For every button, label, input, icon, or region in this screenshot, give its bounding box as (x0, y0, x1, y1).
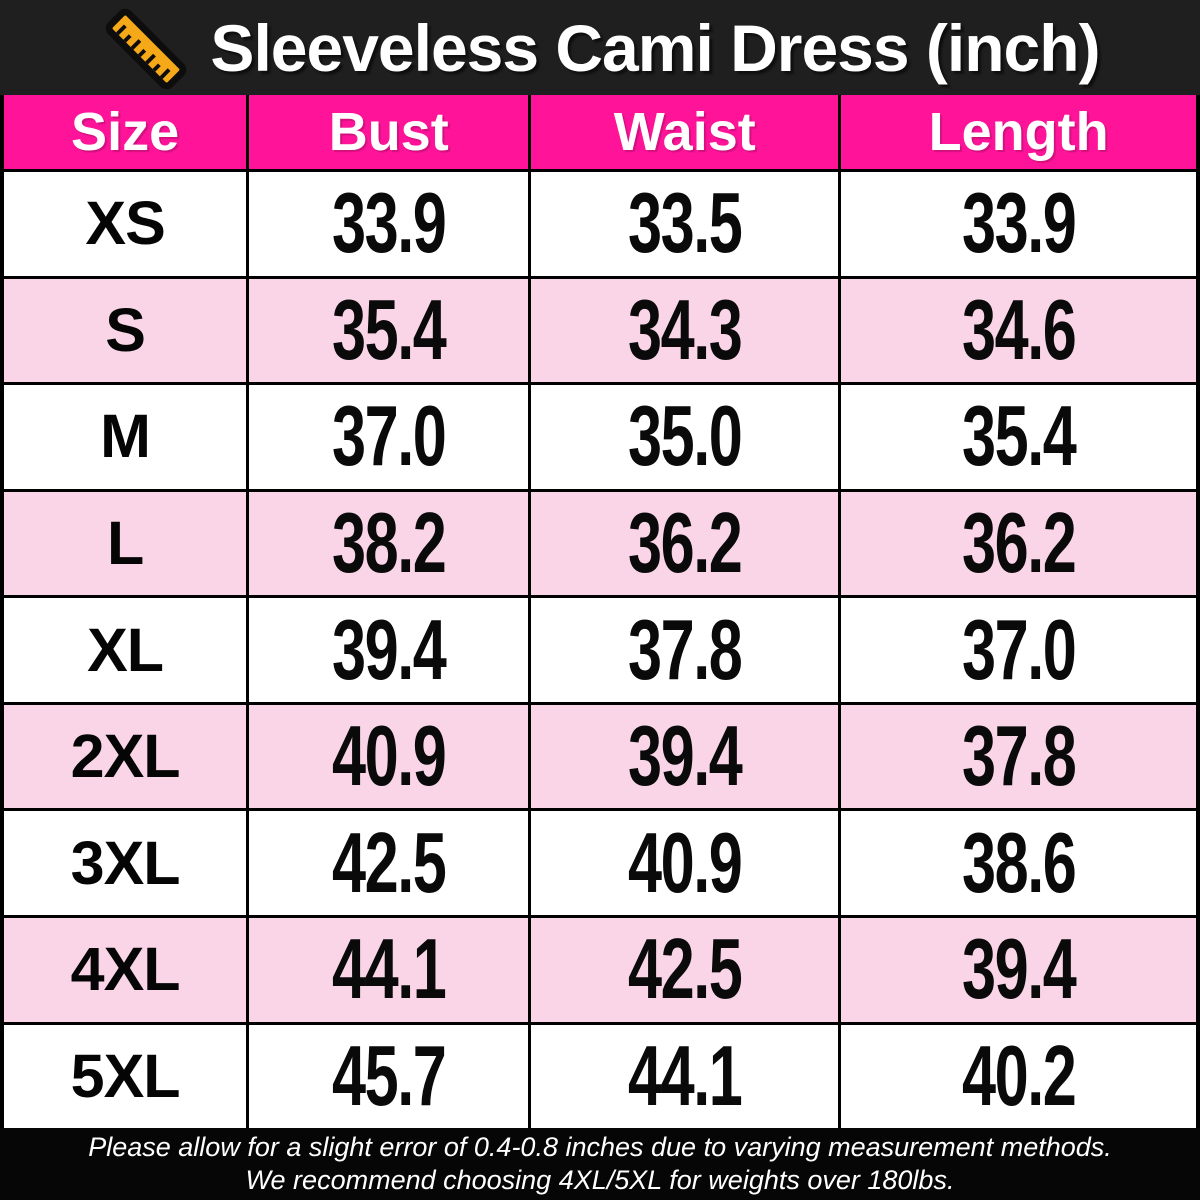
bust-value: 37.0 (332, 389, 447, 485)
column-header-label: Size (71, 102, 180, 162)
measurement-cell: 35.4 (841, 385, 1196, 489)
footer-note-line1: Please allow for a slight error of 0.4-0… (88, 1132, 1112, 1162)
measurement-cell: 40.2 (841, 1024, 1196, 1129)
length-value: 35.4 (961, 389, 1077, 485)
waist-value: 42.5 (628, 922, 743, 1018)
length-value: 38.6 (961, 815, 1077, 911)
length-value: 39.4 (961, 922, 1077, 1018)
size-label: XS (85, 189, 165, 258)
column-header-label: Length (928, 102, 1109, 162)
waist-value: 39.4 (628, 709, 743, 805)
waist-value: 44.1 (628, 1028, 743, 1124)
size-label: S (105, 295, 146, 364)
measurement-cell: 33.9 (841, 172, 1196, 276)
waist-value: 35.0 (628, 389, 743, 485)
length-value: 34.6 (961, 282, 1077, 378)
measurement-cell: 42.5 (249, 811, 529, 915)
size-label: 3XL (70, 828, 181, 897)
size-label: L (106, 508, 144, 577)
measurement-cell: 42.5 (531, 917, 839, 1022)
size-cell: 4XL (4, 917, 247, 1022)
table-header-cell-length: Length (841, 95, 1196, 169)
table-row-xl: XL 39.4 37.8 37.0 (4, 598, 1196, 702)
size-cell: 2XL (4, 704, 247, 809)
measurement-cell: 39.4 (249, 598, 529, 702)
page-title: Sleeveless Cami Dress (inch) (210, 10, 1100, 85)
column-header-label: Bust (328, 102, 449, 162)
measurement-cell: 39.4 (841, 917, 1196, 1022)
footer-note-line2: We recommend choosing 4XL/5XL for weight… (245, 1165, 955, 1195)
measurement-cell: 35.0 (531, 385, 839, 489)
table-header-cell-waist: Waist (531, 95, 839, 169)
size-cell: L (4, 491, 247, 596)
measurement-cell: 40.9 (249, 704, 529, 809)
measurement-cell: 33.9 (249, 172, 529, 276)
table-row-5xl: 5XL 45.7 44.1 40.2 (4, 1024, 1196, 1129)
table-row-m: M 37.0 35.0 35.4 (4, 385, 1196, 489)
footer-note: Please allow for a slight error of 0.4-0… (0, 1128, 1200, 1200)
table-row-2xl: 2XL 40.9 39.4 37.8 (4, 704, 1196, 809)
title-bar: Sleeveless Cami Dress (inch) (0, 0, 1200, 95)
bust-value: 39.4 (332, 602, 447, 698)
table-header-cell-size: Size (4, 95, 247, 169)
size-cell: XL (4, 598, 247, 702)
waist-value: 37.8 (628, 602, 743, 698)
size-table: Size Bust Waist Length XS 33.9 33.5 33.9… (0, 95, 1200, 1129)
waist-value: 34.3 (628, 282, 743, 378)
waist-value: 40.9 (628, 815, 743, 911)
bust-value: 40.9 (332, 709, 447, 805)
measurement-cell: 37.8 (531, 598, 839, 702)
length-value: 40.2 (961, 1028, 1077, 1124)
table-row-s: S 35.4 34.3 34.6 (4, 278, 1196, 383)
table-row-3xl: 3XL 42.5 40.9 38.6 (4, 811, 1196, 915)
size-label: M (100, 402, 151, 471)
size-cell: 3XL (4, 811, 247, 915)
size-label: XL (87, 615, 164, 684)
column-header-label: Waist (613, 102, 756, 162)
measurement-cell: 33.5 (531, 172, 839, 276)
measurement-cell: 44.1 (249, 917, 529, 1022)
size-cell: 5XL (4, 1024, 247, 1129)
measurement-cell: 36.2 (531, 491, 839, 596)
measurement-cell: 39.4 (531, 704, 839, 809)
table-header-row: Size Bust Waist Length (4, 95, 1196, 169)
length-value: 36.2 (961, 495, 1077, 591)
size-label: 5XL (70, 1041, 181, 1110)
measurement-cell: 44.1 (531, 1024, 839, 1129)
bust-value: 44.1 (332, 922, 447, 1018)
measurement-cell: 38.2 (249, 491, 529, 596)
bust-value: 33.9 (332, 176, 447, 272)
measurement-cell: 34.6 (841, 278, 1196, 383)
measurement-cell: 37.0 (249, 385, 529, 489)
measurement-cell: 34.3 (531, 278, 839, 383)
size-label: 2XL (70, 722, 181, 791)
size-label: 4XL (70, 935, 181, 1004)
table-row-4xl: 4XL 44.1 42.5 39.4 (4, 917, 1196, 1022)
waist-value: 36.2 (628, 495, 743, 591)
measurement-cell: 38.6 (841, 811, 1196, 915)
length-value: 37.0 (961, 602, 1077, 698)
measurement-cell: 35.4 (249, 278, 529, 383)
bust-value: 35.4 (332, 282, 447, 378)
size-cell: S (4, 278, 247, 383)
size-cell: M (4, 385, 247, 489)
table-row-l: L 38.2 36.2 36.2 (4, 491, 1196, 596)
waist-value: 33.5 (628, 176, 743, 272)
measurement-cell: 45.7 (249, 1024, 529, 1129)
table-header-cell-bust: Bust (249, 95, 529, 169)
bust-value: 45.7 (332, 1028, 447, 1124)
length-value: 37.8 (961, 709, 1077, 805)
measurement-cell: 40.9 (531, 811, 839, 915)
measurement-cell: 37.8 (841, 704, 1196, 809)
table-row-xs: XS 33.9 33.5 33.9 (4, 172, 1196, 276)
measurement-cell: 37.0 (841, 598, 1196, 702)
ruler-icon (106, 8, 187, 89)
bust-value: 38.2 (332, 495, 447, 591)
length-value: 33.9 (961, 176, 1077, 272)
size-cell: XS (4, 172, 247, 276)
bust-value: 42.5 (332, 815, 447, 911)
measurement-cell: 36.2 (841, 491, 1196, 596)
